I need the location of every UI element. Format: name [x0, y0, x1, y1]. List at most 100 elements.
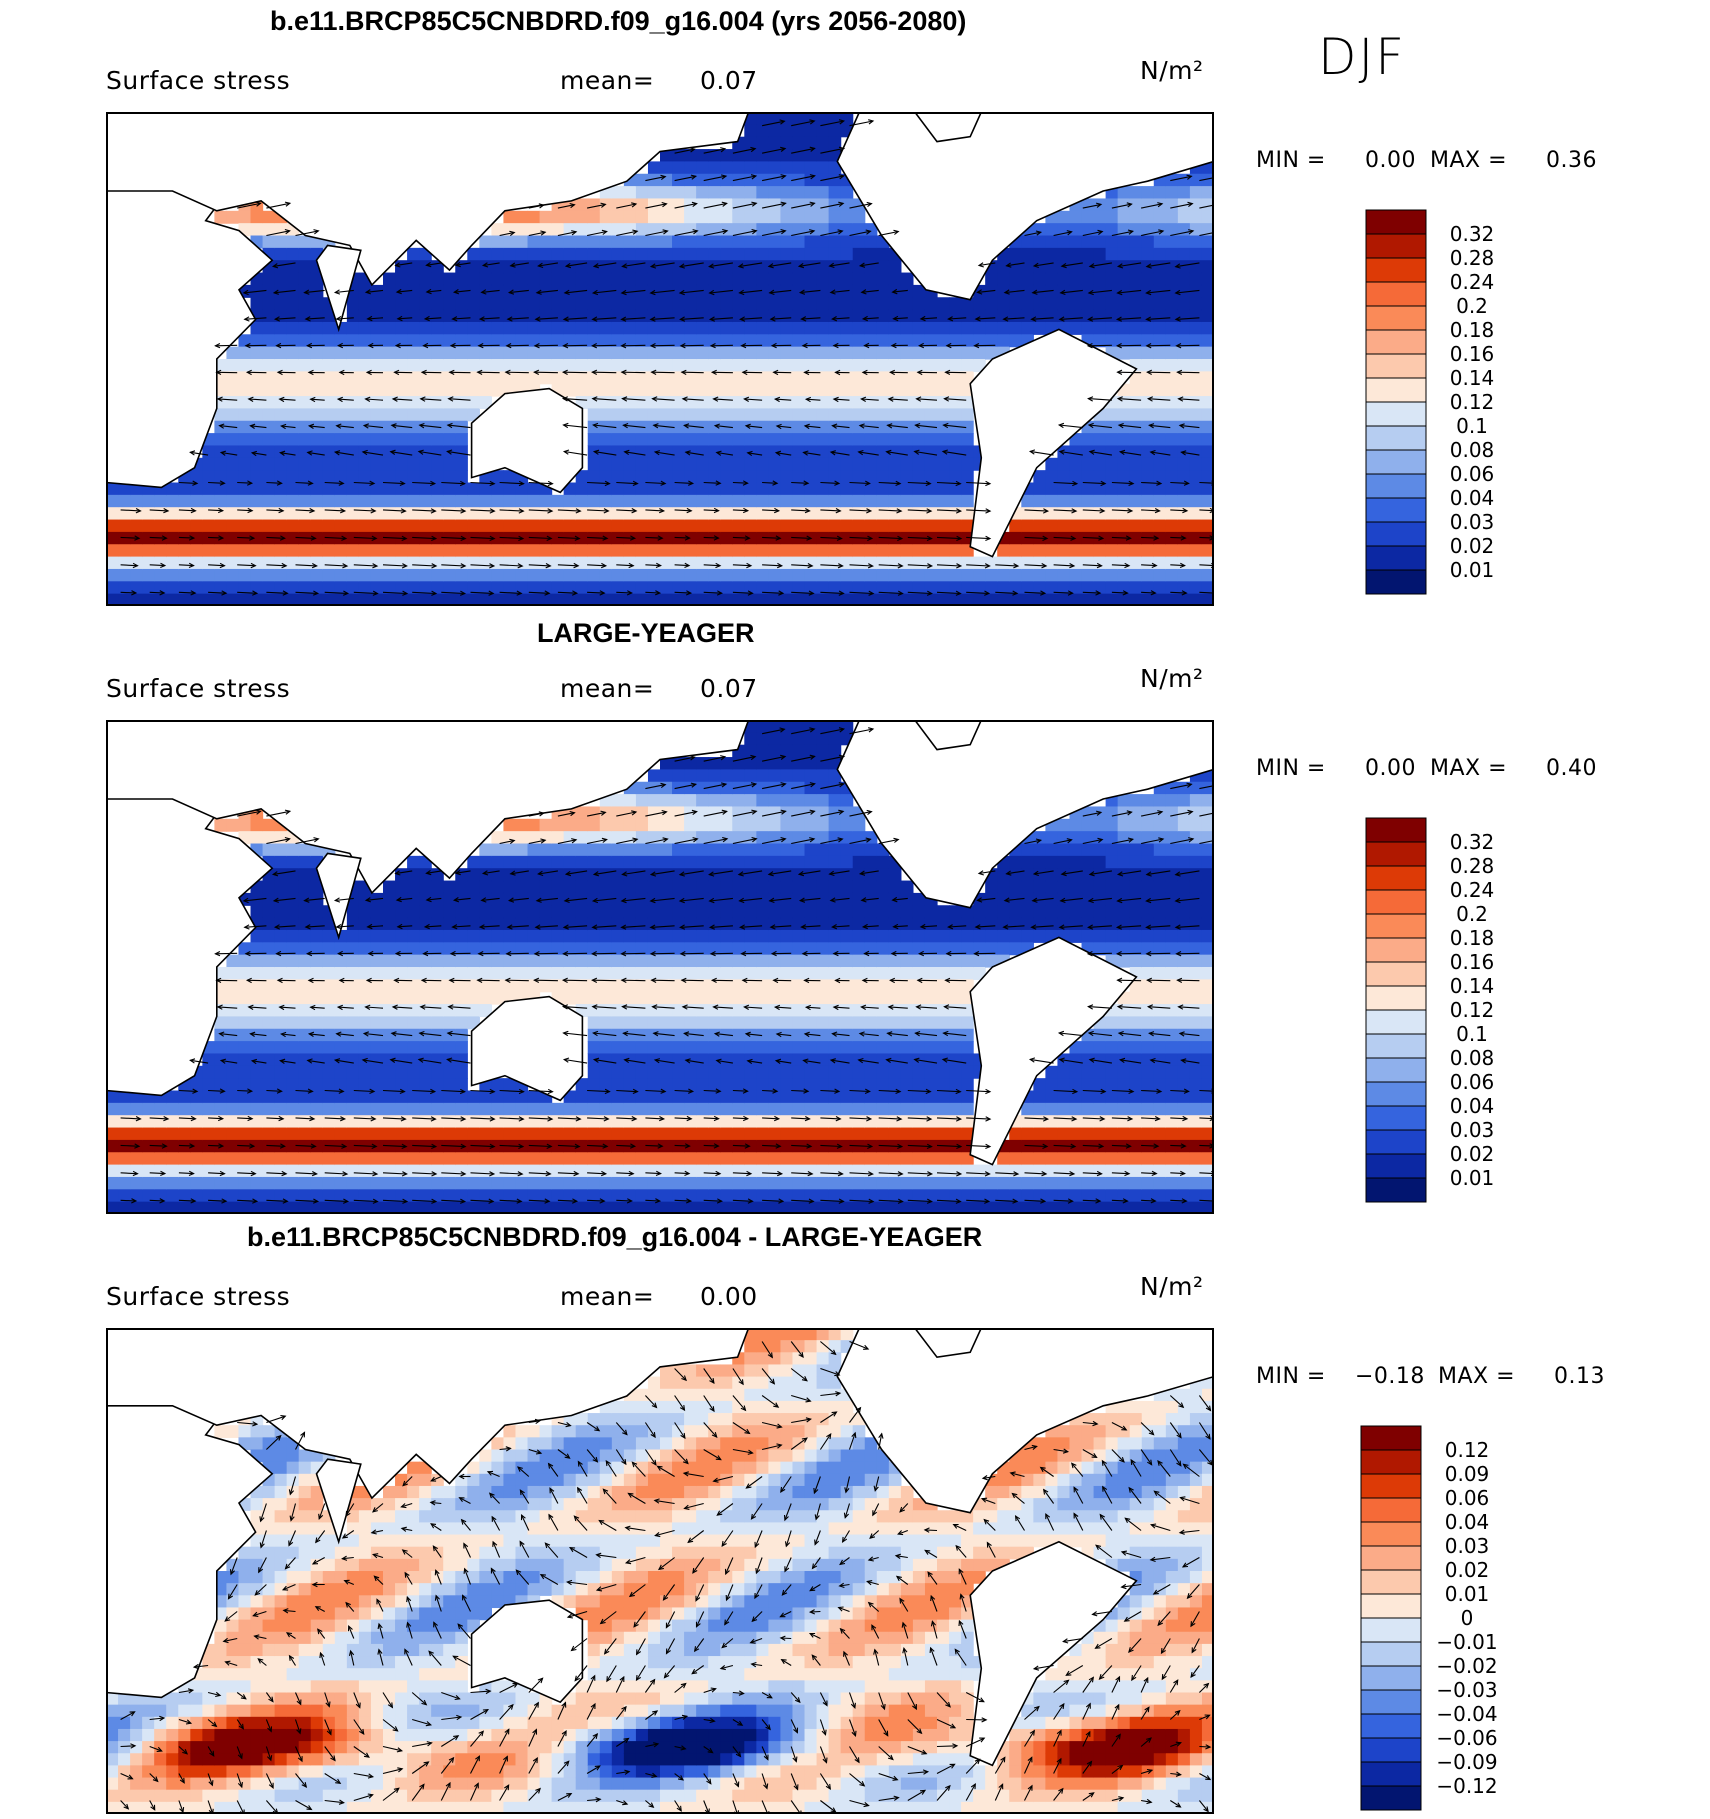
field-cell: [551, 223, 565, 237]
field-cell: [732, 223, 745, 237]
stress-vector: [1111, 590, 1129, 596]
field-cell: [407, 408, 420, 422]
field-cell: [876, 1115, 890, 1129]
field-cell: [816, 1004, 830, 1017]
field-cell: [358, 1090, 372, 1104]
field-cell: [768, 247, 782, 261]
field-cell: [274, 1041, 288, 1055]
field-cell: [431, 954, 444, 968]
field-cell: [503, 260, 517, 274]
field-cell: [443, 531, 456, 545]
field-cell: [660, 1189, 673, 1203]
field-cell: [346, 979, 360, 993]
field-cell: [1069, 556, 1083, 570]
panel-2-min-label: MIN =: [1256, 756, 1326, 781]
field-cell: [322, 494, 336, 508]
field-cell: [431, 470, 444, 484]
stress-vector: [936, 535, 963, 542]
stress-vector: [272, 289, 296, 295]
field-cell: [660, 346, 673, 360]
field-cell: [407, 1189, 420, 1203]
field-cell: [660, 470, 673, 484]
field-cell: [852, 1189, 866, 1203]
field-cell: [828, 1065, 842, 1079]
field-cell: [370, 531, 384, 545]
field-cell: [1201, 470, 1214, 484]
field-cell: [443, 1127, 456, 1141]
field-cell: [286, 1139, 300, 1153]
field-cell: [1153, 334, 1167, 348]
field-cell: [370, 991, 384, 1005]
field-cell: [1201, 457, 1214, 471]
field-cell: [611, 954, 625, 968]
field-cell: [696, 470, 709, 484]
field-cell: [298, 1065, 312, 1079]
field-cell: [696, 531, 709, 545]
field-cell: [1129, 470, 1143, 484]
field-cell: [696, 272, 709, 286]
field-cell: [214, 1028, 228, 1042]
stress-vector: [878, 535, 904, 542]
field-cell: [395, 383, 408, 397]
field-cell: [383, 967, 396, 980]
field-cell: [443, 1090, 456, 1104]
field-cell: [575, 272, 589, 286]
field-cell: [467, 272, 480, 286]
field-cell: [1117, 593, 1131, 606]
field-cell: [527, 1152, 541, 1166]
field-cell: [539, 334, 553, 348]
field-cell: [768, 720, 782, 733]
field-cell: [828, 124, 842, 138]
field-cell: [358, 359, 372, 372]
colorbar-swatch: [1365, 281, 1427, 307]
field-cell: [383, 284, 396, 298]
field-cell: [1045, 260, 1059, 274]
field-cell: [142, 581, 155, 595]
field-cell: [611, 346, 625, 360]
field-cell: [1045, 235, 1059, 249]
stress-vector: [382, 508, 407, 514]
stress-vector: [1170, 201, 1194, 209]
field-cell: [238, 383, 252, 397]
field-cell: [840, 445, 854, 459]
field-cell: [611, 334, 625, 348]
field-cell: [828, 433, 842, 447]
field-cell: [660, 818, 673, 832]
field-cell: [937, 396, 950, 409]
field-cell: [479, 371, 492, 385]
field-cell: [611, 482, 625, 496]
stress-vector: [941, 449, 967, 456]
stress-vector: [470, 535, 496, 542]
stress-vector: [587, 480, 611, 487]
field-cell: [852, 247, 866, 261]
field-cell: [756, 408, 769, 422]
stress-vector: [189, 450, 209, 456]
field-cell: [202, 1090, 215, 1104]
field-cell: [828, 210, 842, 224]
field-cell: [660, 794, 673, 808]
field-cell: [756, 757, 769, 770]
field-cell: [575, 334, 589, 348]
field-cell: [407, 1115, 420, 1129]
field-cell: [563, 260, 577, 274]
field-cell: [804, 991, 818, 1005]
field-cell: [744, 235, 757, 249]
field-cell: [407, 1164, 420, 1178]
field-cell: [840, 1016, 854, 1030]
field-cell: [828, 929, 842, 943]
stress-vector: [761, 201, 787, 209]
field-cell: [949, 297, 962, 311]
field-cell: [1189, 482, 1203, 496]
field-cell: [780, 1102, 794, 1116]
field-cell: [322, 1004, 336, 1017]
field-cell: [635, 284, 649, 298]
field-cell: [828, 1176, 842, 1190]
stress-vector: [480, 289, 500, 295]
field-cell: [1045, 544, 1059, 558]
field-cell: [515, 1152, 529, 1166]
field-cell: [575, 868, 589, 882]
field-cell: [395, 929, 408, 943]
field-cell: [1189, 186, 1203, 200]
field-cell: [238, 1028, 252, 1042]
field-cell: [286, 482, 300, 496]
